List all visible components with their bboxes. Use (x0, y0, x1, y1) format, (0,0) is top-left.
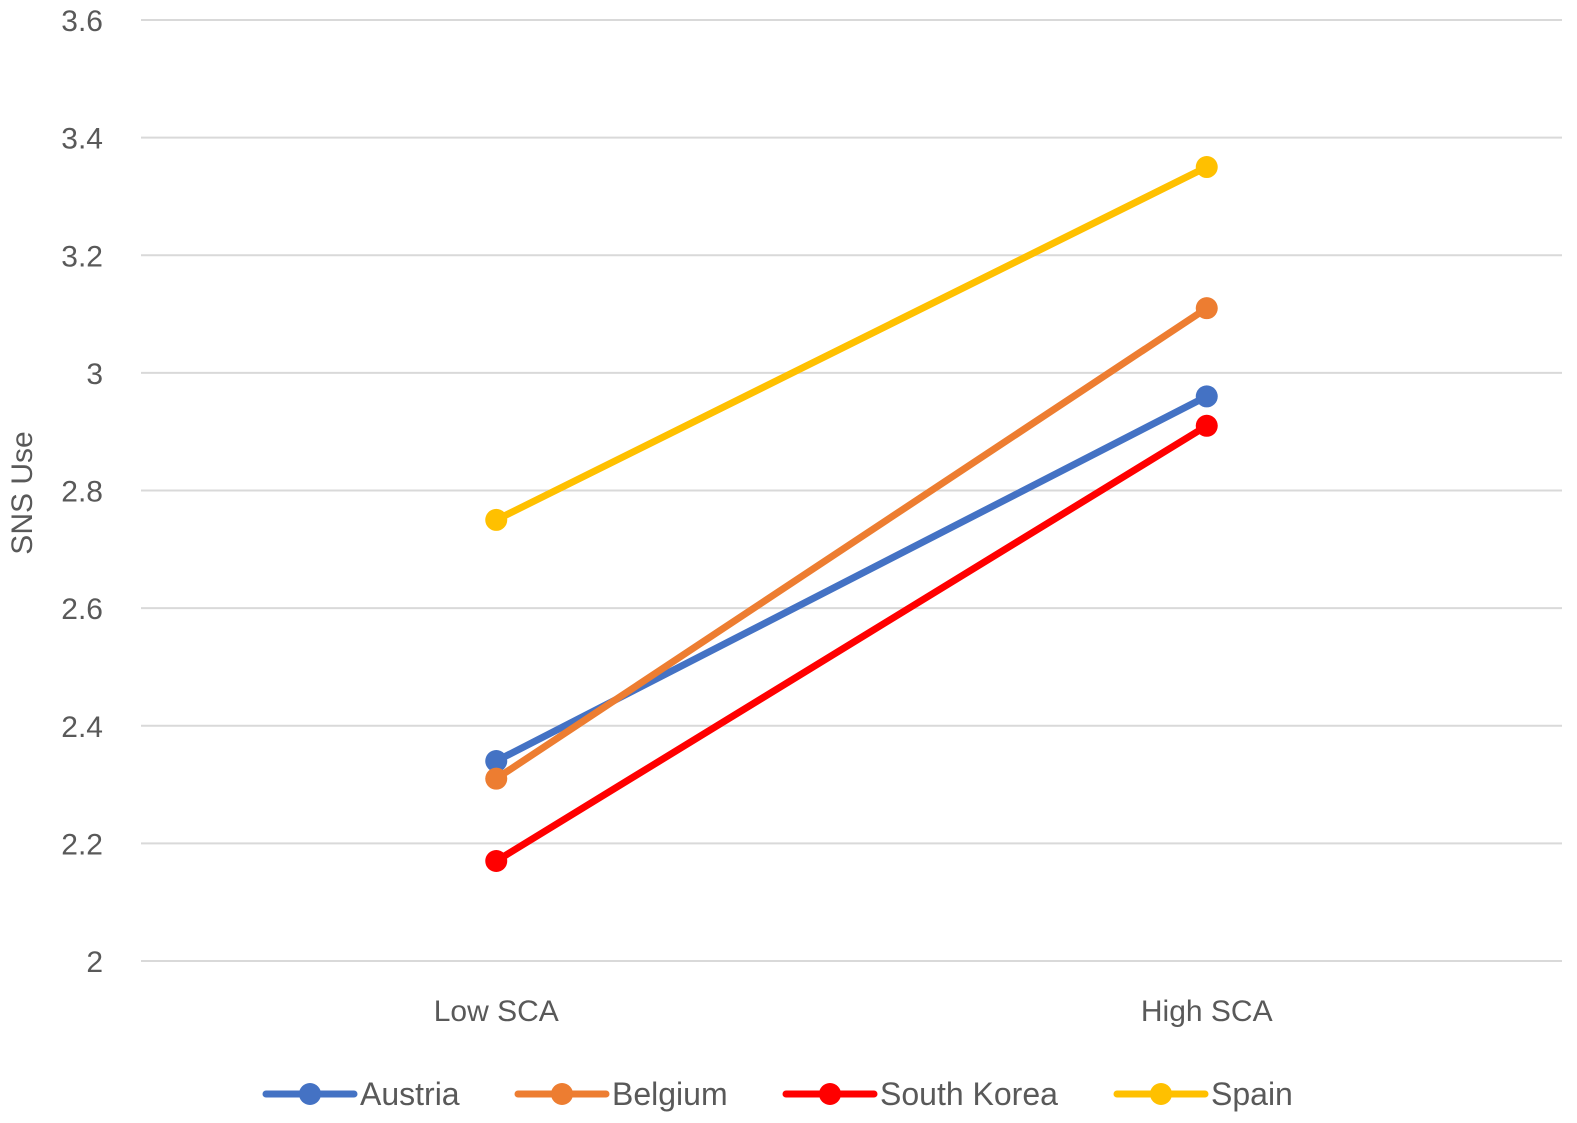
data-point (485, 750, 508, 773)
y-tick-label: 2 (86, 946, 103, 979)
legend-label: Austria (360, 1076, 460, 1112)
legend-item: Austria (262, 1076, 460, 1112)
legend-swatch-marker (1150, 1083, 1172, 1105)
y-tick-label: 2.8 (61, 476, 103, 509)
legend-label: Belgium (612, 1076, 728, 1112)
legend-item: South Korea (782, 1076, 1058, 1112)
legend-label: South Korea (880, 1076, 1058, 1112)
data-point (1195, 385, 1218, 408)
y-tick-label: 2.6 (61, 593, 103, 626)
x-tick-label: Low SCA (434, 995, 559, 1028)
legend-item: Belgium (514, 1076, 728, 1112)
data-point (485, 850, 508, 873)
legend: Austria Belgium South Korea Spain (262, 1076, 1293, 1112)
y-tick-label: 2.2 (61, 828, 103, 861)
series-south-korea (485, 414, 1218, 873)
series-belgium (485, 297, 1218, 790)
gridlines (141, 19, 1562, 962)
data-point (1195, 156, 1218, 179)
data-point (485, 508, 508, 531)
y-tick-label: 2.4 (61, 711, 103, 744)
series-line (492, 422, 1211, 865)
y-tick-label: 3.4 (61, 123, 103, 156)
legend-swatch-marker (819, 1083, 841, 1105)
x-axis-ticks: Low SCA High SCA (434, 995, 1273, 1028)
series-layer (485, 156, 1218, 873)
series-spain (485, 156, 1218, 531)
data-point (485, 767, 508, 790)
legend-swatch-marker (551, 1083, 573, 1105)
series-line (492, 163, 1211, 524)
y-axis-ticks: 2 2.2 2.4 2.6 2.8 3 3.2 3.4 3.6 (61, 5, 103, 979)
data-point (1195, 414, 1218, 437)
legend-label: Spain (1211, 1076, 1293, 1112)
y-tick-label: 3.2 (61, 240, 103, 273)
y-axis-title: SNS Use (6, 431, 39, 554)
y-tick-label: 3 (86, 358, 103, 391)
x-tick-label: High SCA (1141, 995, 1273, 1028)
legend-item: Spain (1113, 1076, 1293, 1112)
series-line (492, 304, 1211, 783)
legend-swatch-marker (299, 1083, 321, 1105)
data-point (1195, 297, 1218, 320)
y-tick-label: 3.6 (61, 5, 103, 38)
